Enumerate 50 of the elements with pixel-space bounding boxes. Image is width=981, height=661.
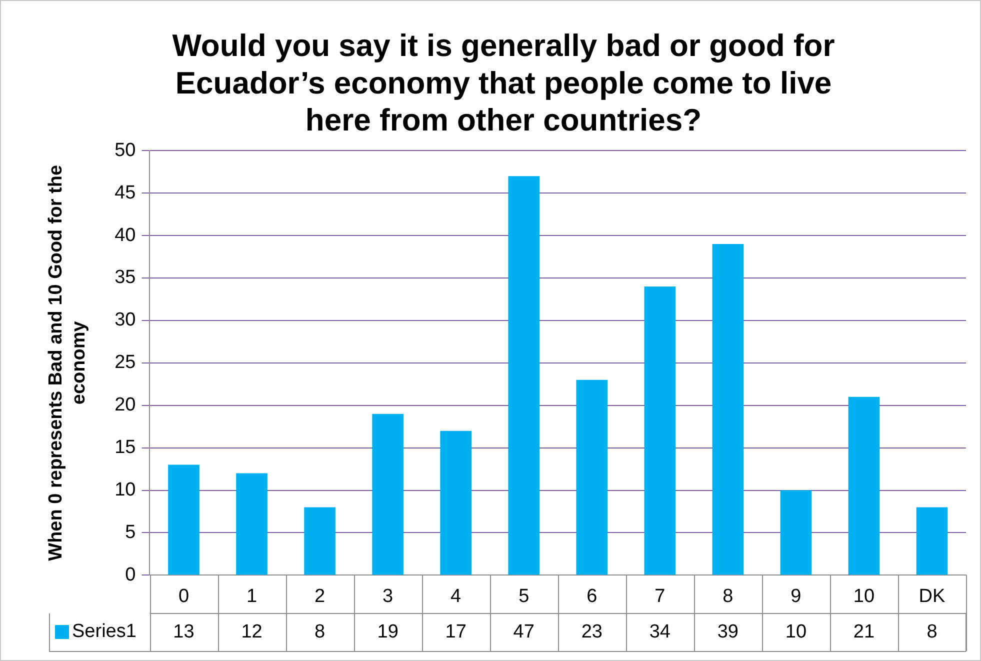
y-tick-label: 15 [114,437,136,458]
y-tick-label: 40 [114,224,136,246]
y-tick-label: 30 [114,310,136,331]
x-tick-label: 0 [178,586,190,607]
bar [780,490,812,575]
data-label: 12 [241,621,262,642]
bar [236,473,268,575]
x-tick-label: 1 [246,586,258,607]
x-tick-label: 10 [853,586,875,607]
y-tick-label: 10 [114,480,136,501]
y-axis-title: When 0 represents Bad and 10 Good for the economy [46,164,90,561]
bar [508,176,540,575]
y-tick-label: 5 [125,522,136,543]
data-label: 17 [445,621,466,642]
bar [576,380,608,575]
x-tick-label: DK [918,586,946,607]
x-tick-label: 6 [586,586,598,607]
bar [644,286,676,575]
y-tick-label: 50 [114,140,136,161]
y-tick-label: 20 [114,394,136,416]
y-tick-label: 45 [114,182,136,204]
data-label: 39 [717,621,738,642]
x-tick-label: 7 [654,586,666,607]
x-tick-label: 5 [518,586,530,607]
x-tick-label: 9 [790,586,802,607]
data-label: 21 [853,621,875,642]
legend-label: Series1 [72,621,136,644]
bar [712,244,744,575]
x-tick-label: 2 [314,586,326,607]
y-tick-label: 25 [114,352,136,374]
y-tick-label: 35 [114,267,136,288]
bar [848,396,880,575]
data-label: 10 [785,621,807,642]
bar [372,414,404,575]
bar [440,430,472,575]
data-label: 8 [314,621,326,642]
bar [168,464,200,575]
x-tick-label: 4 [450,586,462,607]
data-label: 34 [649,621,671,642]
chart-title: Would you say it is generally bad or good for Ecuador’s economy that people come to live here from other countries? [172,28,835,138]
bar [916,507,948,575]
data-label: 23 [581,621,602,642]
data-label: 8 [926,621,938,642]
data-label: 47 [513,621,534,642]
y-tick-label: 0 [125,564,136,586]
data-label: 13 [173,621,194,642]
x-tick-label: 8 [722,586,734,607]
x-tick-label: 3 [382,586,394,607]
data-label: 19 [377,621,398,642]
bar [304,507,336,575]
